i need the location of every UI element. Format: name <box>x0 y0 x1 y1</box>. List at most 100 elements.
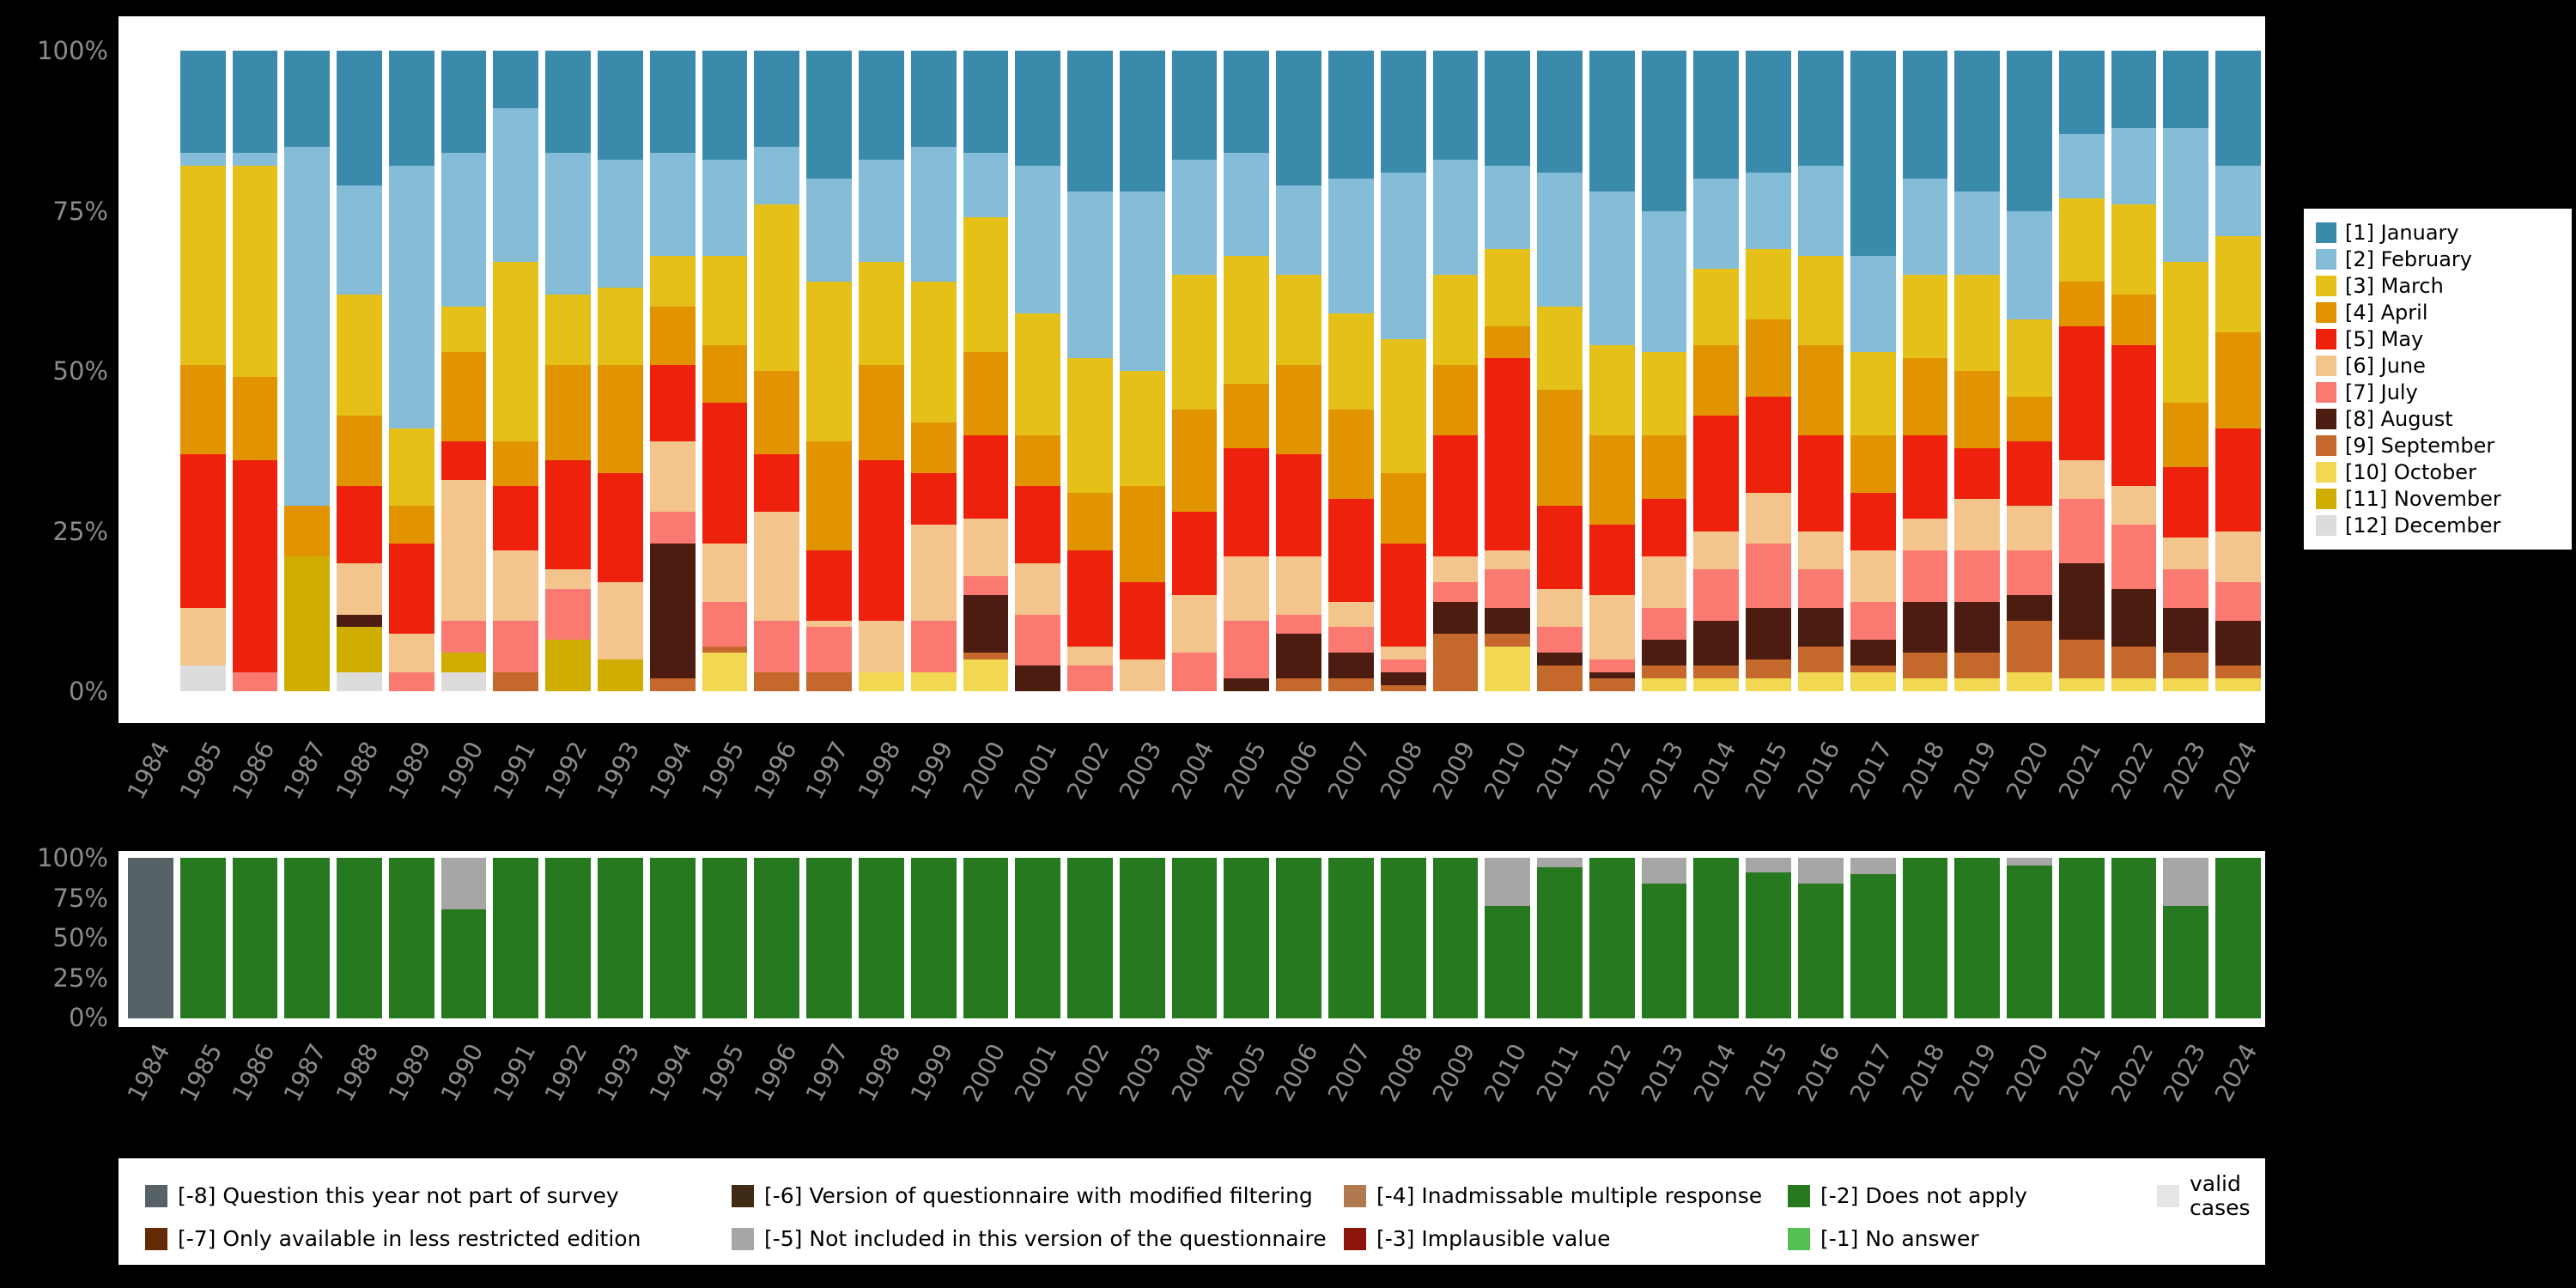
bar-segment <box>2111 294 2157 346</box>
bar-segment <box>1746 872 1791 1018</box>
bar-slot-2024 <box>2212 858 2264 1018</box>
bar-segment <box>1327 653 1374 679</box>
bar-segment <box>1693 531 1740 570</box>
bar-segment <box>1224 51 1270 154</box>
bar-segment <box>2058 197 2105 282</box>
bar-segment <box>1327 409 1374 500</box>
bar-segment <box>1432 633 1479 691</box>
bar-segment <box>1798 345 1844 435</box>
bar-segment <box>1432 434 1479 557</box>
year-tick-label: 1984 <box>121 737 176 805</box>
bar-segment <box>1276 633 1321 679</box>
bar-segment <box>1380 473 1426 544</box>
bar-segment <box>1119 486 1165 583</box>
bar-segment <box>2215 428 2262 532</box>
bar-segment <box>858 671 904 691</box>
bar-segment <box>598 858 643 1018</box>
bar-segment <box>1537 390 1583 506</box>
bar-slot-1991 <box>489 51 542 691</box>
bar-segment <box>1902 518 1948 550</box>
bar-slot-2003 <box>1116 51 1169 691</box>
legend-swatch <box>2316 249 2336 270</box>
bar-segment <box>1015 51 1061 167</box>
bar-segment <box>1119 582 1165 659</box>
bar-segment <box>910 620 957 672</box>
bar-segment <box>1485 608 1531 634</box>
y-axis-tick-label: 0% <box>68 677 108 706</box>
bar-segment <box>1171 409 1218 513</box>
stacked-bar-2002 <box>1067 51 1113 691</box>
bar-segment <box>754 512 800 621</box>
bar-segment <box>1641 640 1687 666</box>
y-axis-tick-label: 25% <box>52 963 108 993</box>
bar-segment <box>2007 319 2052 397</box>
year-tick-label: 1992 <box>539 737 593 805</box>
bar-segment <box>232 671 278 691</box>
bar-segment <box>1276 454 1321 557</box>
year-tick-label: 2014 <box>1687 737 1741 805</box>
bar-segment <box>754 620 800 672</box>
bar-segment <box>1798 646 1844 672</box>
bar-segment <box>910 671 957 691</box>
year-tick-slot: 2018 <box>1896 1029 1952 1132</box>
bar-segment <box>493 858 539 1018</box>
bar-segment <box>1798 858 1844 884</box>
bar-segment <box>2163 678 2209 691</box>
year-tick-slot: 1984 <box>122 1029 177 1132</box>
bar-segment <box>1485 569 1531 609</box>
bar-segment <box>702 544 748 602</box>
stacked-bar-2020 <box>2007 858 2052 1018</box>
year-tick-label: 2012 <box>1583 1039 1637 1107</box>
stacked-bar-1989 <box>388 858 434 1018</box>
bar-segment <box>910 422 957 474</box>
bar-segment <box>1850 601 1896 641</box>
bar-segment <box>440 307 487 352</box>
bar-segment <box>1641 556 1687 609</box>
year-tick-label: 2017 <box>1844 737 1899 805</box>
bar-segment <box>598 364 643 474</box>
bar-segment <box>858 620 904 672</box>
bar-slot-2016 <box>1795 51 1847 691</box>
year-tick-slot: 1996 <box>748 1029 803 1132</box>
bar-segment <box>2215 858 2262 1018</box>
bar-segment <box>1067 550 1113 647</box>
bar-segment <box>1171 512 1218 596</box>
year-tick-label: 2009 <box>1426 1039 1481 1107</box>
bar-slot-1990 <box>438 51 490 691</box>
bar-segment <box>1432 582 1479 602</box>
bar-segment <box>1224 678 1270 691</box>
bar-slot-2012 <box>1586 51 1638 691</box>
year-tick-slot: 2014 <box>1687 1029 1742 1132</box>
year-tick-label: 2009 <box>1426 737 1481 805</box>
year-tick-slot: 2013 <box>1636 726 1691 829</box>
bar-segment <box>1537 858 1583 868</box>
stacked-bar-2022 <box>2111 51 2157 691</box>
bar-segment <box>337 562 382 615</box>
bar-segment <box>1224 858 1270 1018</box>
y-axis-tick-label: 25% <box>52 516 108 546</box>
bar-segment <box>284 858 331 1018</box>
year-tick-label: 2008 <box>1374 737 1429 805</box>
year-tick-slot: 2024 <box>2209 726 2264 829</box>
y-axis-tick-label: 50% <box>52 356 108 386</box>
bar-segment <box>2058 134 2105 198</box>
bar-segment <box>1850 434 1896 493</box>
year-tick-label: 2011 <box>1531 737 1585 805</box>
bar-segment <box>1954 51 2001 192</box>
year-tick-label: 1999 <box>904 1039 959 1107</box>
bar-segment <box>2007 550 2052 596</box>
bar-slot-2019 <box>1951 51 2003 691</box>
year-tick-slot: 2017 <box>1844 726 1899 829</box>
year-tick-slot: 2017 <box>1844 1029 1899 1132</box>
bar-slot-1991 <box>489 858 542 1018</box>
legend-swatch <box>2316 355 2336 376</box>
year-tick-label: 1995 <box>696 737 750 805</box>
bar-slot-1994 <box>647 858 699 1018</box>
bar-segment <box>649 255 696 307</box>
year-tick-label: 2014 <box>1687 1039 1741 1107</box>
year-tick-slot: 1989 <box>383 1029 438 1132</box>
bar-segment <box>598 288 643 365</box>
stacked-bar-2021 <box>2058 858 2105 1018</box>
stacked-bar-2003 <box>1119 858 1165 1018</box>
stacked-bar-2000 <box>963 858 1009 1018</box>
